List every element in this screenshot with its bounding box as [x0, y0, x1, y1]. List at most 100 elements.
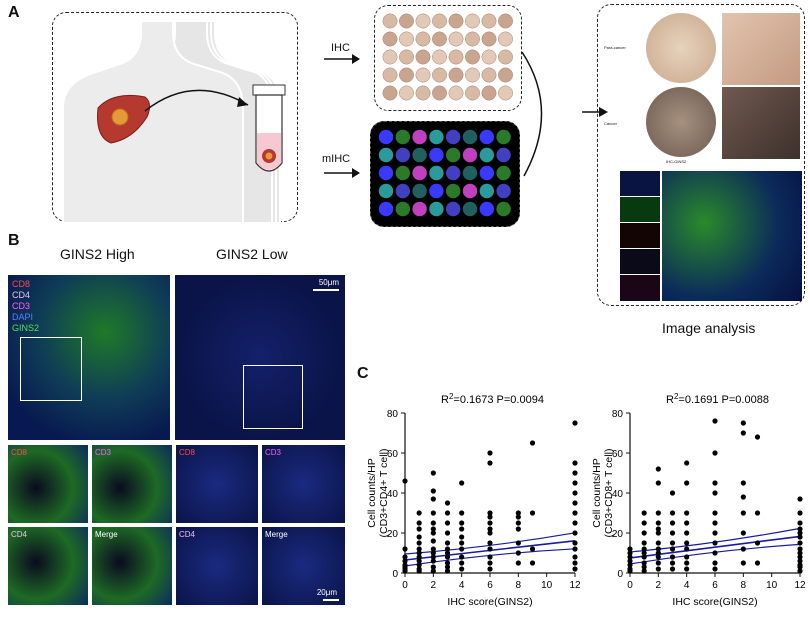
chart-1-point — [459, 546, 465, 552]
chart-2-point — [641, 554, 647, 560]
ihc-core — [481, 85, 497, 101]
chart-cd4: R2=0.1673 P=0.0094 0 20 40 60 80 0 2 4 6 8 10 12 IHC … — [366, 392, 581, 608]
chart-2-point — [740, 546, 746, 552]
low-cd4-label: CD4 — [179, 530, 196, 539]
high-cd3-label: CD3 — [95, 448, 112, 457]
chart-2-point — [740, 480, 746, 486]
chart-1-point — [444, 500, 451, 506]
chart-1-point — [515, 520, 521, 526]
chart-2-point — [684, 530, 690, 536]
mihc-core — [479, 183, 494, 199]
ihc-core — [399, 49, 414, 65]
chart-1-point — [459, 510, 465, 516]
chart-2-point — [740, 530, 746, 536]
chart-1-point — [430, 470, 436, 476]
chart-1-point — [487, 540, 493, 546]
chart-1-point — [572, 560, 578, 566]
chart-1-point — [515, 510, 521, 516]
chart-1-point — [444, 554, 451, 560]
para-cancer-zoom — [722, 13, 800, 85]
chart-1-xtick-label: 0 — [402, 580, 408, 591]
ihc-core — [399, 67, 414, 83]
chart-1-ytick-label: 20 — [387, 529, 399, 540]
chart-1-point — [430, 520, 436, 526]
mihc-core — [412, 147, 427, 163]
mihc-tissue-cores — [378, 129, 511, 217]
chart-2-point — [655, 480, 661, 486]
mihc-core — [446, 147, 461, 163]
ihc-core — [448, 67, 464, 83]
chart-1-point — [430, 530, 436, 536]
chart-2-point — [684, 540, 690, 546]
low-cd8-label: CD8 — [179, 448, 196, 457]
chart-2-point — [712, 540, 718, 546]
high-cd3-tile: CD3 — [92, 445, 172, 523]
chart-1-xtick-label: 6 — [487, 580, 493, 591]
mihc-core — [429, 147, 444, 163]
chart-2-point — [669, 490, 676, 496]
chart-1-point — [430, 546, 436, 552]
chart-2-ytick-label: 20 — [612, 529, 624, 540]
chart-2-ytick-label: 60 — [612, 449, 624, 460]
chart-1-point — [444, 510, 451, 516]
low-merge-label: Merge — [265, 530, 288, 539]
tumor-shape — [111, 108, 129, 126]
mihc-core — [378, 201, 394, 217]
chart-1-point — [515, 526, 521, 532]
chart-2-point — [712, 530, 718, 536]
chart-1-point — [430, 538, 436, 544]
legend-gins2: GINS2 — [12, 323, 40, 333]
chart-2-ytick-label: 0 — [617, 569, 623, 580]
chart-2-point — [712, 510, 718, 516]
chart-1-point — [416, 540, 422, 546]
chart-1-point — [430, 496, 436, 502]
mihc-core — [496, 129, 511, 145]
chart-1-point — [430, 564, 436, 570]
chart-2-point — [754, 434, 761, 440]
mihc-label: mIHC — [322, 153, 351, 165]
chart-2-point — [797, 546, 803, 552]
chart-1-point — [444, 520, 451, 526]
mihc-core — [479, 165, 494, 181]
chart-1-point — [416, 546, 422, 552]
chart-2-point — [684, 460, 690, 466]
chart-2-xtick-label: 2 — [656, 580, 662, 591]
mihc-core — [412, 165, 427, 181]
chart-2-point — [754, 540, 761, 546]
mihc-core — [412, 201, 427, 217]
chart-2-point — [641, 568, 647, 574]
ihc-core — [498, 31, 513, 47]
chart-2-point — [627, 568, 633, 574]
chart-1-point — [430, 550, 436, 556]
ihc-core — [415, 13, 431, 29]
chart-2-point — [669, 520, 676, 526]
high-cd4-tile: CD4 — [8, 527, 88, 605]
ihc-core — [432, 85, 447, 101]
chart-1-point — [487, 450, 493, 456]
chart-1-point — [444, 546, 451, 552]
ihc-core — [465, 13, 480, 29]
chart-2-point — [655, 560, 661, 566]
chart-1-point — [444, 568, 451, 574]
ihc-core — [382, 31, 398, 47]
mihc-core — [412, 183, 427, 199]
chart-1-point — [572, 490, 578, 496]
image-analysis-box: Para-cancer Cancer IHC-GINS2 — [597, 4, 805, 306]
cancer-core — [646, 87, 716, 157]
chart-1-point — [487, 566, 493, 572]
chart-2-point — [655, 546, 661, 552]
chart-1-point — [444, 530, 451, 536]
mihc-core — [462, 129, 478, 145]
patient-sampling-illustration — [62, 20, 286, 224]
mihc-core — [462, 147, 478, 163]
chart-1-xtick-label: 12 — [569, 580, 581, 591]
chart-1-point — [487, 520, 493, 526]
ihc-core — [481, 13, 497, 29]
chart-1-point — [487, 526, 493, 532]
chart-1-point — [515, 514, 521, 520]
mihc-core — [378, 183, 394, 199]
para-cancer-label: Para-cancer — [604, 45, 626, 50]
mihc-core — [378, 129, 394, 145]
cancer-zoom — [722, 87, 800, 159]
scale-bar-line-top — [313, 289, 339, 291]
